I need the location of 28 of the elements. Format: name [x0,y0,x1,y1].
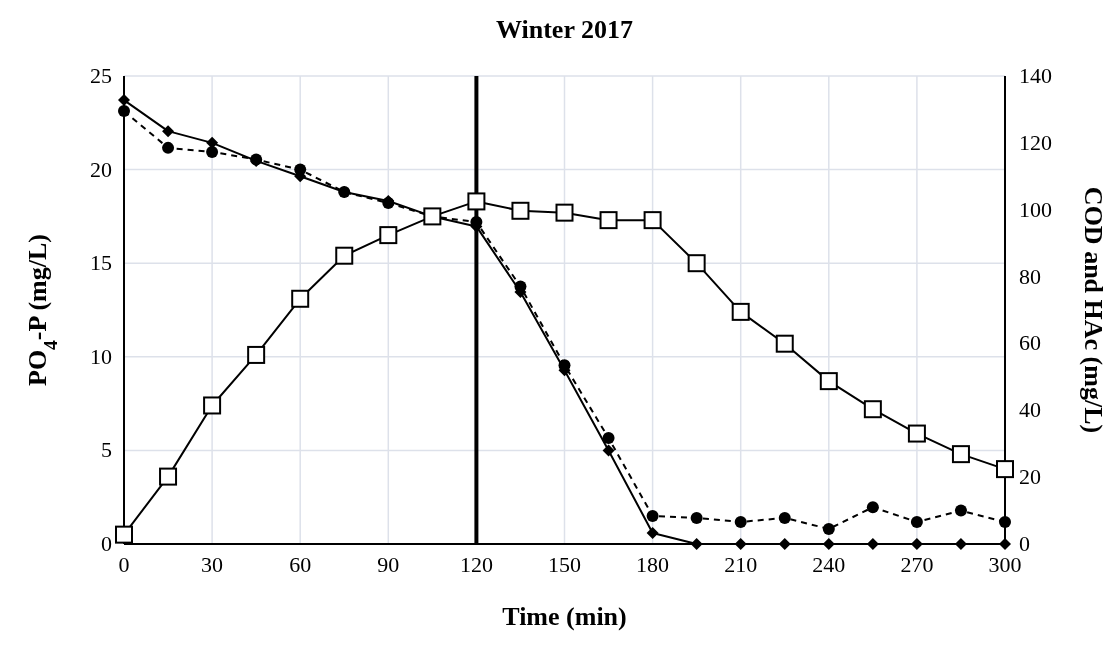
x-tick-label: 240 [812,552,846,577]
y-tick-label: 5 [101,437,112,463]
x-tick-label: 0 [118,552,130,577]
y-tick-label: 10 [90,343,112,369]
y2-tick-label: 40 [1019,397,1041,423]
x-tick-label: 270 [900,552,934,577]
y2-tick-label: 140 [1019,63,1052,88]
y2-tick-label: 100 [1019,196,1052,222]
x-tick-label: 60 [289,552,312,577]
chart-title: Winter 2017 [496,15,633,44]
x-tick-label: 300 [988,552,1022,577]
x-tick-label: 90 [377,552,400,577]
x-tick-label: 150 [548,552,581,577]
y2-axis-title: COD and HAc (mg/L) [1079,186,1108,434]
x-tick-label: 120 [459,552,493,577]
y2-tick-label: 0 [1019,531,1030,556]
y2-tick-label: 120 [1019,129,1052,155]
x-tick-label: 210 [724,552,758,577]
y2-tick-label: 80 [1019,263,1041,289]
y-tick-label: 15 [90,250,112,276]
y-tick-label: 0 [101,531,112,556]
x-tick-label: 30 [201,552,224,577]
x-tick-label: 180 [636,552,670,577]
y2-tick-label: 60 [1019,330,1041,356]
x-axis-title: Time (min) [502,602,627,631]
y-tick-label: 20 [90,156,112,182]
y2-tick-label: 20 [1019,464,1041,490]
y-tick-label: 25 [90,63,112,88]
